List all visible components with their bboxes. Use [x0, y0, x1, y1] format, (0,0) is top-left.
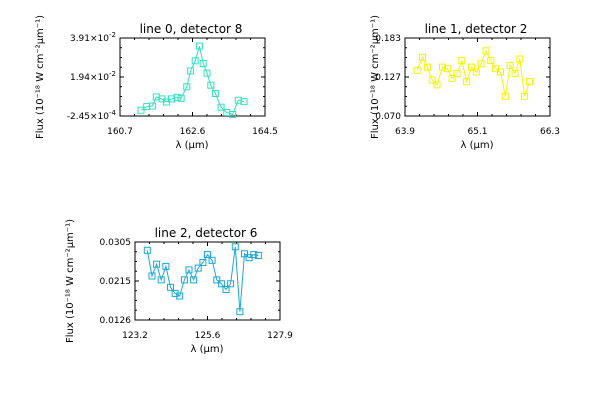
data-point-marker	[516, 55, 524, 63]
data-point-marker	[229, 111, 237, 118]
data-point-marker	[487, 57, 495, 65]
data-point-marker	[428, 76, 436, 84]
x-axis-label: λ (μm)	[460, 140, 493, 151]
data-point-marker	[203, 69, 211, 77]
data-point-marker	[162, 262, 170, 270]
data-point-marker	[167, 283, 174, 291]
series-line	[140, 45, 245, 116]
data-point-marker	[250, 251, 258, 259]
data-point-marker	[439, 63, 446, 71]
data-point-marker	[173, 93, 181, 101]
panel-line-1-detector-2: line 1, detector 2 λ (μm) Flux (10⁻¹⁸ W …	[370, 15, 560, 151]
x-tick-label: 63.9	[395, 127, 415, 137]
data-point-marker	[477, 60, 485, 68]
data-point-marker	[217, 280, 225, 288]
data-point-marker	[443, 65, 451, 73]
chart-title: line 1, detector 2	[425, 22, 528, 36]
data-point-marker	[231, 243, 239, 251]
data-point-marker	[482, 47, 490, 55]
data-point-marker	[180, 276, 188, 284]
data-point-marker	[254, 252, 262, 259]
data-point-marker	[148, 102, 156, 110]
data-point-marker	[236, 308, 244, 316]
data-point-marker	[211, 90, 219, 97]
y-axis-label: Flux (10⁻¹⁸ W cm⁻²μm⁻¹)	[35, 15, 46, 139]
data-point-marker	[472, 68, 480, 76]
y-tick-label: 0.127	[375, 73, 401, 83]
data-point-marker	[453, 70, 461, 77]
data-point-marker	[217, 103, 225, 111]
panel-line-0-detector-8: line 0, detector 8 λ (μm) Flux (10⁻¹⁸ W …	[35, 15, 278, 151]
data-point-marker	[195, 42, 203, 50]
data-point-marker	[199, 259, 207, 266]
data-point-marker	[458, 57, 466, 65]
series-line	[146, 246, 259, 312]
data-point-marker	[177, 94, 185, 102]
data-point-marker	[153, 260, 161, 268]
data-point-marker	[241, 250, 248, 258]
y-axis-label: Flux (10⁻¹⁸ W cm⁻²μm⁻¹)	[65, 219, 76, 343]
plot-frame	[134, 241, 281, 321]
data-point-marker	[157, 276, 165, 284]
data-point-marker	[227, 280, 235, 288]
y-tick-label: 0.070	[375, 112, 401, 122]
y-tick-label: 3.91×10-2	[70, 31, 116, 44]
data-point-marker	[222, 286, 230, 293]
data-point-marker	[208, 256, 216, 264]
data-point-marker	[468, 63, 475, 71]
y-tick-label: 0.0215	[100, 277, 132, 287]
y-tick-label: -2.45×10-4	[67, 109, 117, 122]
data-point-marker	[185, 266, 193, 274]
x-tick-label: 123.2	[122, 331, 148, 341]
data-point-marker	[526, 78, 533, 86]
data-point-marker	[191, 57, 199, 65]
plot-frame	[404, 37, 551, 117]
y-axis-label: Flux (10⁻¹⁸ W cm⁻²μm⁻¹)	[370, 15, 381, 139]
series-line	[416, 49, 530, 97]
y-tick-label: 0.0126	[100, 316, 132, 326]
data-point-marker	[199, 59, 207, 67]
data-point-marker	[148, 272, 156, 280]
data-point-marker	[506, 62, 514, 69]
data-point-marker	[194, 264, 202, 272]
y-tick-label: 0.0305	[100, 238, 132, 248]
data-point-marker	[448, 74, 456, 82]
data-point-marker	[423, 63, 431, 71]
x-axis-label: λ (μm)	[175, 140, 208, 151]
data-point-marker	[501, 92, 509, 100]
y-tick-label: 1.94×10-2	[70, 70, 116, 83]
x-tick-label: 65.1	[467, 127, 487, 137]
data-point-marker	[143, 246, 151, 254]
data-point-marker	[511, 70, 519, 77]
x-tick-label: 160.7	[107, 127, 133, 137]
data-point-marker	[187, 67, 195, 75]
chart-title: line 2, detector 6	[155, 226, 258, 240]
x-axis-label: λ (μm)	[190, 344, 223, 355]
data-point-marker	[497, 68, 504, 76]
x-tick-label: 125.6	[195, 331, 221, 341]
x-tick-label: 164.5	[252, 127, 278, 137]
data-point-marker	[183, 83, 191, 91]
x-tick-label: 162.6	[180, 127, 206, 137]
panel-line-2-detector-6: line 2, detector 6 λ (μm) Flux (10⁻¹⁸ W …	[65, 219, 293, 355]
data-point-marker	[137, 106, 145, 114]
chart-title: line 0, detector 8	[140, 22, 243, 36]
data-point-marker	[463, 78, 471, 86]
data-point-marker	[521, 92, 529, 100]
data-point-marker	[176, 292, 184, 300]
data-point-marker	[240, 98, 248, 106]
data-point-marker	[204, 251, 211, 259]
y-tick-label: 0.183	[375, 34, 401, 44]
x-tick-label: 127.9	[267, 331, 293, 341]
x-tick-label: 66.3	[540, 127, 560, 137]
data-point-marker	[213, 276, 221, 284]
data-point-marker	[433, 81, 441, 89]
data-point-marker	[190, 276, 198, 284]
data-point-marker	[419, 53, 426, 61]
data-point-marker	[413, 66, 421, 74]
data-point-marker	[207, 81, 215, 89]
